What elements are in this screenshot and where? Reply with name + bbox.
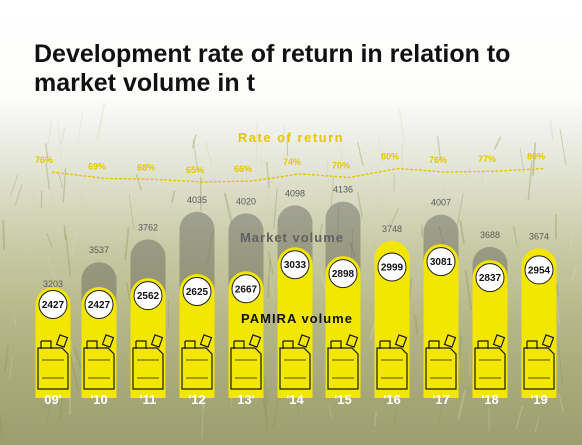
canister-icon: [376, 334, 408, 390]
year-label: '11: [140, 392, 157, 407]
year-label: 13': [237, 392, 255, 407]
year-label: '16: [383, 392, 401, 407]
rate-of-return-label: 80%: [381, 152, 399, 162]
canister-icon: [132, 334, 164, 390]
year-label: 09': [44, 392, 62, 407]
pamira-value-labels: 2427 2427 2562 2625 2667 3033 2898 2999 3081 2837…: [38, 247, 554, 319]
rate-of-return-label: 66%: [234, 164, 252, 174]
pamira-value-label: 2427: [42, 300, 65, 311]
pamira-value-label: 3081: [430, 257, 453, 268]
pamira-value-label: 2562: [137, 291, 160, 302]
market-value-label: 4136: [333, 185, 353, 195]
year-label: '12: [188, 392, 206, 407]
pamira-value-bubble: [524, 255, 554, 285]
pamira-value-bubble: [426, 247, 456, 277]
pamira-value-label: 2427: [88, 300, 111, 311]
pamira-value-bubble: [84, 290, 114, 319]
legend-rate-of-return: Rate of return: [238, 130, 344, 145]
canister-icon: [474, 334, 506, 390]
canister-icon: [230, 334, 262, 390]
pamira-value-label: 2667: [235, 284, 258, 295]
canister-icon: [279, 334, 311, 390]
rate-of-return-label: 74%: [283, 157, 301, 167]
pamira-value-label: 3033: [284, 260, 307, 271]
canister-icons: [37, 334, 555, 390]
year-label: '10: [90, 392, 108, 407]
rate-of-return-label: 76%: [429, 155, 447, 165]
market-value-label: 4007: [431, 198, 451, 208]
market-value-label: 4035: [187, 195, 207, 205]
rate-of-return-label: 80%: [527, 152, 545, 162]
rate-of-return-line: [51, 167, 545, 183]
canister-icon: [327, 334, 359, 390]
pamira-value-bubble: [133, 281, 163, 311]
market-value-label: 3537: [89, 245, 109, 255]
market-value-label: 4020: [236, 196, 256, 206]
year-label: '18: [481, 392, 499, 407]
rate-of-return-label: 76%: [35, 155, 53, 165]
canister-icon: [523, 334, 555, 390]
legend-pamira-volume: PAMIRA volume: [241, 311, 353, 326]
market-value-label: 3674: [529, 231, 549, 241]
market-value-label: 3688: [480, 230, 500, 240]
pamira-value-bubble: [377, 252, 407, 282]
rate-of-return-label: 69%: [88, 161, 106, 171]
rate-of-return-label: 70%: [332, 161, 350, 171]
rate-of-return-labels: 76% 69% 68% 65% 66% 74% 70% 80% 76% 77% 80%: [35, 152, 545, 176]
market-value-labels: 3203 3537 3762 4035 4020 4098 4136 3748 4007 3688…: [43, 185, 549, 289]
chart-title: Development rate of return in relation t…: [34, 40, 511, 97]
canister-icon: [181, 334, 213, 390]
pamira-value-bubble: [231, 274, 261, 304]
pamira-value-label: 2954: [528, 265, 551, 276]
canister-icon: [425, 334, 457, 390]
pamira-value-bubble: [280, 250, 310, 280]
canister-icon: [83, 334, 115, 390]
rate-of-return-label: 77%: [478, 154, 496, 164]
pamira-value-label: 2999: [381, 262, 404, 273]
rate-of-return-label: 68%: [137, 162, 155, 172]
pamira-value-label: 2837: [479, 273, 502, 284]
market-value-label: 3748: [382, 224, 402, 234]
pamira-value-label: 2625: [186, 287, 209, 298]
year-label: '15: [334, 392, 352, 407]
pamira-value-bubble: [182, 277, 212, 307]
year-label: '19: [530, 392, 548, 407]
rate-of-return-label: 65%: [186, 165, 204, 175]
market-value-label: 3203: [43, 279, 63, 289]
year-label: '14: [286, 392, 304, 407]
pamira-value-bubble: [475, 263, 505, 293]
pamira-value-label: 2898: [332, 269, 355, 280]
market-value-label: 3762: [138, 222, 158, 232]
year-label: '17: [432, 392, 450, 407]
canister-icon: [37, 334, 69, 390]
pamira-value-bubble: [328, 259, 358, 289]
market-value-label: 4098: [285, 188, 305, 198]
legend-market-volume: Market volume: [240, 230, 344, 245]
year-labels: 09' '10 '11 '12 13' '14 '15 '16 '17 '18 '19: [44, 392, 548, 407]
pamira-value-bubble: [38, 290, 68, 319]
